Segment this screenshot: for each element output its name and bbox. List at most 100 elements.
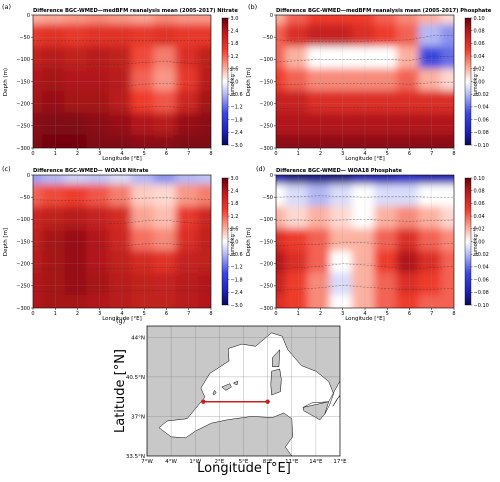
x-tick-label: 6 xyxy=(408,311,411,317)
panel-label-a: (a) xyxy=(2,3,11,11)
panel-label-d: (d) xyxy=(256,165,265,173)
colorbar-tick-label: 0.04 xyxy=(474,214,485,220)
x-tick-label: 1 xyxy=(54,151,57,157)
map-y-tick-label: 40.5°N xyxy=(126,375,145,381)
y-tick-label: −200 xyxy=(259,101,273,107)
colorbar-tick-label: −0.08 xyxy=(474,290,489,296)
ylabel-b: Depth [m] xyxy=(246,68,252,96)
title-b: Difference BGC-WMED—medBFM reanalysis me… xyxy=(276,8,492,14)
field-3 xyxy=(20,162,224,321)
x-tick-label: 8 xyxy=(209,151,212,157)
x-tick-label: 6 xyxy=(165,151,168,157)
ylabel-a: Depth (m) xyxy=(3,68,9,96)
map-ylabel: Latitude [°N] xyxy=(113,349,128,433)
colorbar-tick-label: −0.02 xyxy=(474,92,489,98)
x-tick-label: 8 xyxy=(452,311,455,317)
colorbar-tick-label: −3.0 xyxy=(231,303,243,309)
colorbar-tick-label: −3.0 xyxy=(231,143,243,149)
field-2 xyxy=(263,2,467,161)
x-tick-label: 5 xyxy=(386,151,389,157)
y-tick-label: −250 xyxy=(259,124,273,130)
title-d: Difference BGC-WMED— WOA18 Phosphate xyxy=(276,168,402,174)
colorbar-tick-label: 2.4 xyxy=(231,189,239,195)
y-tick-label: 0 xyxy=(27,173,30,179)
x-tick-label: 3 xyxy=(341,151,344,157)
map-x-tick-label: 2°E xyxy=(215,459,225,465)
y-tick-label: 0 xyxy=(270,13,273,19)
x-tick-label: 7 xyxy=(430,311,433,317)
x-tick-label: 3 xyxy=(98,311,101,317)
y-tick-label: −300 xyxy=(259,146,273,152)
x-tick-label: 0 xyxy=(31,151,34,157)
colorbar xyxy=(465,18,471,145)
colorbar-tick-label: 1.2 xyxy=(231,54,239,60)
y-tick-label: −50 xyxy=(19,195,30,201)
y-tick-label: −150 xyxy=(16,239,30,245)
title-a: Difference BGC-WMED—medBFM reanalysis me… xyxy=(33,8,238,14)
colorbar-tick-label: −0.02 xyxy=(474,252,489,258)
colorbar-tick-label: 1.8 xyxy=(231,201,239,207)
colorbar-tick-label: 0.02 xyxy=(474,67,485,73)
x-tick-label: 0 xyxy=(31,311,34,317)
colorbar-tick-label: −0.04 xyxy=(474,265,489,271)
map-y-tick-label: 44°N xyxy=(131,335,145,341)
y-tick-label: 0 xyxy=(27,13,30,19)
x-tick-label: 2 xyxy=(319,311,322,317)
colorbar-tick-label: 0.08 xyxy=(474,29,485,35)
x-tick-label: 6 xyxy=(165,311,168,317)
title-c: Difference BGC-WMED— WOA18 Nitrate xyxy=(33,168,149,174)
y-tick-label: −200 xyxy=(16,101,30,107)
colorbar-tick-label: 0.10 xyxy=(474,176,485,182)
map-y-tick-label: 33.5°N xyxy=(126,454,145,460)
y-tick-label: −250 xyxy=(16,124,30,130)
y-tick-label: −50 xyxy=(262,195,273,201)
x-tick-label: 7 xyxy=(187,151,190,157)
colorbar-tick-label: 3.0 xyxy=(231,176,239,182)
colorbar-tick-label: −0.08 xyxy=(474,130,489,136)
colorbar-tick-label: 0.10 xyxy=(474,16,485,22)
x-tick-label: 2 xyxy=(319,151,322,157)
x-tick-label: 8 xyxy=(209,311,212,317)
x-tick-label: 1 xyxy=(297,311,300,317)
colorbar-tick-label: 0.06 xyxy=(474,201,485,207)
y-tick-label: −150 xyxy=(259,239,273,245)
colorbar-tick-label: −0.10 xyxy=(474,143,489,149)
y-tick-label: −250 xyxy=(16,284,30,290)
colorbar-tick-label: 0.08 xyxy=(474,189,485,195)
colorbar-tick-label: −0.10 xyxy=(474,303,489,309)
colorbar-tick-label: 0.0 xyxy=(231,239,239,245)
panel-label-c: (c) xyxy=(2,165,11,173)
y-tick-label: −300 xyxy=(16,306,30,312)
x-tick-label: 0 xyxy=(274,311,277,317)
x-tick-label: 5 xyxy=(143,151,146,157)
map-x-tick-label: 1°W xyxy=(189,459,201,465)
map-y-tick-label: 37°N xyxy=(131,414,145,420)
map-x-tick-label: 14°E xyxy=(309,459,323,465)
x-tick-label: 3 xyxy=(341,311,344,317)
colorbar-tick-label: −2.4 xyxy=(231,290,243,296)
map-sardinia xyxy=(271,369,282,395)
colorbar-tick-label: −1.8 xyxy=(231,277,243,283)
colorbar xyxy=(465,178,471,305)
y-tick-label: −300 xyxy=(259,306,273,312)
colorbar-tick-label: 0.0 xyxy=(231,79,239,85)
y-tick-label: 0 xyxy=(270,173,273,179)
y-tick-label: −200 xyxy=(16,261,30,267)
colorbar-tick-label: 0.00 xyxy=(474,79,485,85)
colorbar-tick-label: −0.06 xyxy=(474,277,489,283)
field-1 xyxy=(20,2,224,161)
colorbar-tick-label: 2.4 xyxy=(231,29,239,35)
colorbar-tick-label: −1.2 xyxy=(231,105,243,111)
y-tick-label: −100 xyxy=(259,57,273,63)
x-tick-label: 8 xyxy=(452,151,455,157)
colorbar-tick-label: −1.2 xyxy=(231,265,243,271)
y-tick-label: −100 xyxy=(259,217,273,223)
x-tick-label: 5 xyxy=(143,311,146,317)
colorbar-tick-label: 3.0 xyxy=(231,16,239,22)
colorbar-tick-label: −0.6 xyxy=(231,92,243,98)
